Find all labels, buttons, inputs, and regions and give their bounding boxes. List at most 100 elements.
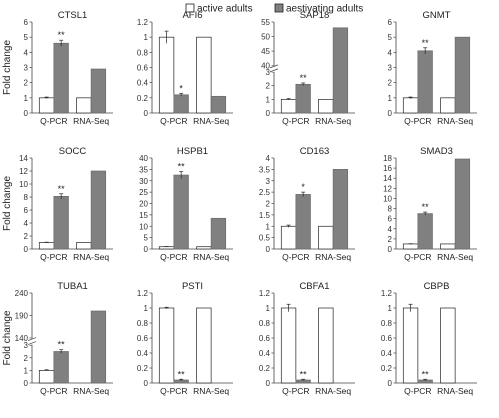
panel-title-afi6: AFI6 — [182, 10, 202, 21]
y-tick-label-cd163-3: 1.5 — [259, 211, 271, 220]
y-tick-label-ctsl1-6: 6 — [24, 18, 29, 27]
y-tick-label-smad3-7: 14 — [383, 174, 392, 183]
bar-ctsl1-q-pcr-aestivating — [53, 42, 69, 114]
panel-cbpb: CBPB 0 0.2 0.4 0.6 0.8 1 1.2 ** Q-PCR RNA-Seq — [381, 281, 477, 396]
y-tick-label-sap18-5: 45 — [261, 47, 270, 56]
bar-cbfa1-rna-seq-active — [318, 307, 334, 384]
y-tick-label-sap18-2: 2 — [266, 82, 271, 91]
x-tick-label-ctsl1-rna-seq: RNA-Seq — [73, 116, 109, 126]
x-tick-label-psti-rna-seq: RNA-Seq — [193, 386, 229, 396]
panel-hspb1: HSPB1 0 5 10 15 20 25 30 35 40 ** Q-PCR RNA-Seq — [139, 146, 233, 262]
y-tick-label-hspb1-3: 15 — [139, 211, 148, 220]
y-tick-label-psti-3: 0.6 — [137, 334, 149, 343]
bar-sap18-rna-seq-aestivating — [332, 27, 349, 114]
x-tick-label-smad3-rna-seq: RNA-Seq — [437, 252, 473, 262]
y-tick-label-hspb1-4: 20 — [139, 200, 148, 209]
y-tick-label-tuba1-5: 190 — [15, 312, 29, 321]
y-tick-label-smad3-3: 6 — [388, 215, 393, 224]
y-tick-label-cbfa1-1: 0.2 — [259, 364, 271, 373]
y-tick-label-socc-7: 14 — [19, 154, 28, 163]
y-tick-label-ctsl1-5: 5 — [24, 33, 29, 42]
y-tick-label-cbfa1-0: 0 — [266, 379, 271, 388]
bar-smad3-q-pcr-active — [402, 243, 419, 250]
y-tick-label-socc-0: 0 — [24, 245, 29, 254]
bar-socc-rna-seq-aestivating — [90, 170, 107, 250]
y-tick-label-sap18-7: 55 — [261, 18, 270, 27]
bar-socc-rna-seq-active — [76, 242, 92, 250]
axis-break-mark-tuba1-a — [27, 337, 37, 341]
y-tick-label-hspb1-5: 25 — [139, 188, 148, 197]
panel-socc: SOCC 0 2 4 6 8 10 12 14 ** Q-PCR RNA-Seq — [19, 146, 113, 262]
y-tick-label-hspb1-0: 0 — [144, 245, 149, 254]
y-tick-label-cd163-6: 3 — [266, 177, 271, 186]
bar-tuba1-q-pcr-active — [38, 370, 55, 384]
bar-hspb1-q-pcr-aestivating — [173, 174, 189, 250]
panel-title-ctsl1: CTSL1 — [58, 10, 88, 21]
bar-afi6-q-pcr-active — [158, 36, 175, 114]
x-tick-label-afi6-rna-seq: RNA-Seq — [193, 116, 229, 126]
y-axis-label-row-1: Fold change — [2, 40, 13, 95]
x-tick-label-socc-q-pcr: Q-PCR — [40, 252, 67, 262]
x-tick-label-cd163-rna-seq: RNA-Seq — [315, 252, 351, 262]
x-tick-label-gnmt-rna-seq: RNA-Seq — [437, 116, 473, 126]
y-tick-label-psti-1: 0.2 — [137, 364, 149, 373]
bar-socc-q-pcr-active — [38, 242, 55, 250]
y-tick-label-sap18-6: 50 — [261, 33, 270, 42]
y-tick-label-sap18-0: 0 — [266, 109, 271, 118]
panel-title-hspb1: HSPB1 — [177, 146, 208, 157]
significance-sap18-q-pcr: ** — [300, 73, 308, 83]
y-tick-label-afi6-3: 0.6 — [137, 64, 149, 73]
legend-label-aestivating: aestivating adults — [286, 4, 363, 15]
bar-cd163-rna-seq-active — [318, 225, 334, 250]
y-tick-label-afi6-5: 1 — [144, 33, 149, 42]
bar-socc-q-pcr-aestivating — [53, 196, 69, 250]
y-tick-label-sap18-4: 40 — [261, 62, 270, 71]
x-tick-label-cbpb-rna-seq: RNA-Seq — [437, 386, 473, 396]
x-tick-label-hspb1-q-pcr: Q-PCR — [160, 252, 187, 262]
bar-cd163-rna-seq-aestivating — [332, 169, 349, 250]
x-tick-label-cbpb-q-pcr: Q-PCR — [404, 386, 431, 396]
x-tick-label-cbfa1-q-pcr: Q-PCR — [282, 386, 309, 396]
y-tick-label-cbfa1-4: 0.8 — [259, 319, 271, 328]
panel-title-sap18: SAP18 — [300, 10, 330, 21]
bar-cbfa1-q-pcr-active — [280, 307, 297, 384]
y-tick-label-cbpb-2: 0.4 — [381, 349, 393, 358]
y-axis-labels: Fold change Fold change Fold change — [2, 40, 13, 366]
y-tick-label-cbpb-1: 0.2 — [381, 364, 393, 373]
panel-title-tuba1: TUBA1 — [57, 281, 88, 292]
y-tick-label-hspb1-7: 35 — [139, 165, 148, 174]
y-tick-label-socc-5: 10 — [19, 180, 28, 189]
panel-title-socc: SOCC — [59, 146, 87, 157]
panel-psti: PSTI 0 0.2 0.4 0.6 0.8 1 1.2 ** Q-PCR RNA-Seq — [137, 281, 233, 396]
significance-socc-q-pcr: ** — [58, 184, 66, 194]
y-tick-label-hspb1-6: 30 — [139, 177, 148, 186]
panel-ctsl1: CTSL1 0 1 2 3 4 5 6 ** Q-PCR RNA-Seq — [24, 10, 113, 126]
y-tick-label-socc-1: 2 — [24, 232, 29, 241]
y-tick-label-gnmt-4: 4 — [388, 48, 393, 57]
legend-swatch-aestivating — [274, 3, 284, 13]
significance-afi6-q-pcr: * — [179, 83, 183, 93]
y-tick-label-afi6-2: 0.4 — [137, 79, 149, 88]
significance-gnmt-q-pcr: ** — [422, 38, 430, 48]
y-tick-label-gnmt-5: 5 — [388, 33, 393, 42]
legend-swatch-active — [185, 3, 195, 13]
y-tick-label-psti-6: 1.2 — [137, 289, 149, 298]
x-tick-label-psti-q-pcr: Q-PCR — [160, 386, 187, 396]
y-tick-label-smad3-4: 8 — [388, 205, 393, 214]
y-tick-label-tuba1-4: 140 — [15, 334, 29, 343]
x-tick-label-socc-rna-seq: RNA-Seq — [73, 252, 109, 262]
y-tick-label-gnmt-2: 2 — [388, 79, 393, 88]
y-tick-label-cbfa1-2: 0.4 — [259, 349, 271, 358]
x-tick-label-cbfa1-rna-seq: RNA-Seq — [315, 386, 351, 396]
panel-title-cd163: CD163 — [300, 146, 330, 157]
y-tick-label-afi6-6: 1.2 — [137, 18, 149, 27]
bar-hspb1-rna-seq-aestivating — [210, 217, 227, 250]
bar-gnmt-q-pcr-aestivating — [417, 50, 433, 114]
y-tick-label-psti-4: 0.8 — [137, 319, 149, 328]
y-tick-label-socc-2: 4 — [24, 219, 29, 228]
significance-cd163-q-pcr: * — [301, 182, 305, 192]
y-tick-label-psti-5: 1 — [144, 304, 149, 313]
bar-smad3-q-pcr-aestivating — [417, 213, 433, 250]
y-tick-label-ctsl1-0: 0 — [24, 109, 29, 118]
